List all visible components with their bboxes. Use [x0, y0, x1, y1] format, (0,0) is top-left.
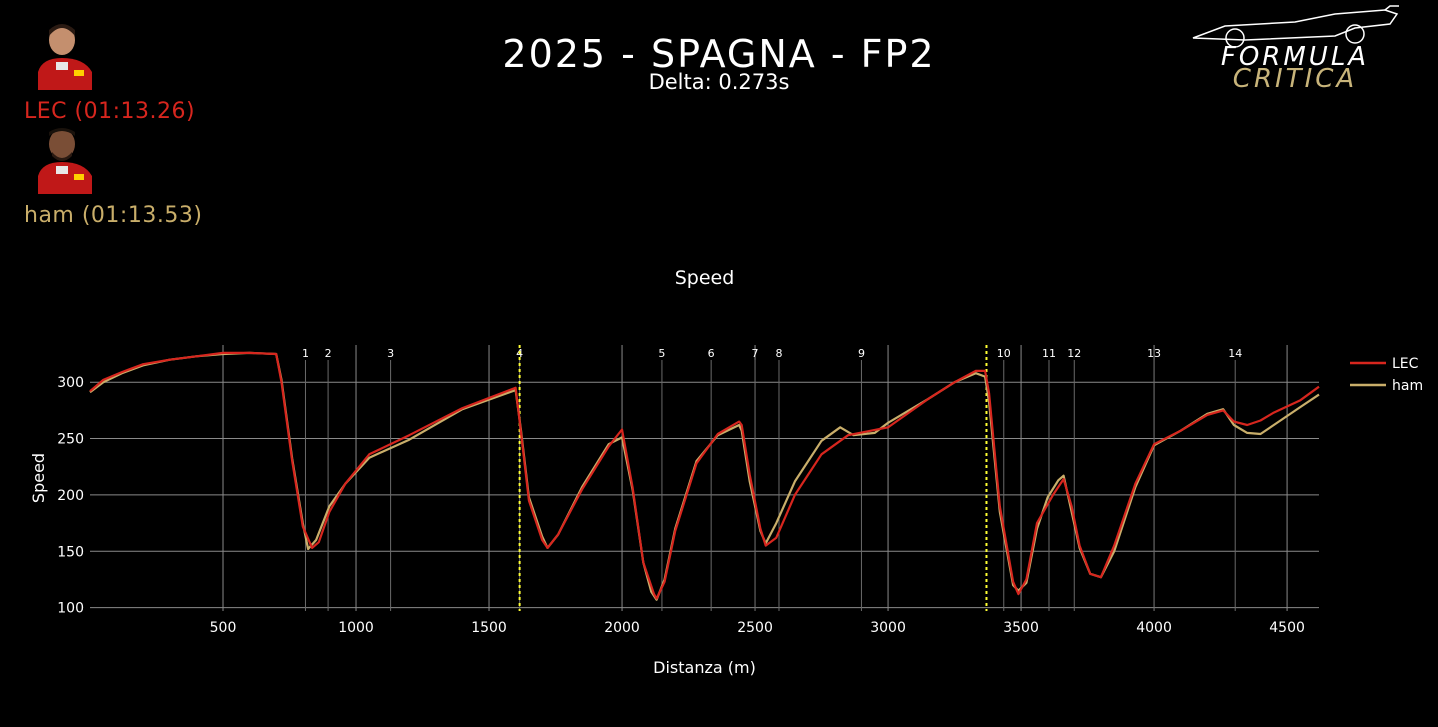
- chart-title: Speed: [675, 267, 735, 289]
- driver-lec-avatar: [34, 18, 92, 90]
- driver-ham-label: ham (01:13.53): [24, 203, 202, 228]
- corner-label: 7: [752, 347, 759, 360]
- driver-lec-text: LEC (01:13.26): [24, 99, 196, 124]
- x-tick-label: 2500: [737, 620, 773, 636]
- corner-label: 11: [1042, 347, 1056, 360]
- x-tick-label: 500: [210, 620, 237, 636]
- x-tick-label: 1000: [338, 620, 374, 636]
- series-line-lec: [89, 351, 1320, 600]
- x-tick-label: 1500: [471, 620, 507, 636]
- corner-label: 6: [708, 347, 715, 360]
- x-tick-label: 4500: [1269, 620, 1305, 636]
- x-tick-label: 2000: [604, 620, 640, 636]
- legend-label-lec: LEC: [1392, 356, 1419, 372]
- driver-ham-avatar: [34, 122, 92, 194]
- chart-main-title: 2025 - SPAGNA - FP2: [502, 32, 936, 76]
- logo-text-critica: CRITICA: [1232, 64, 1358, 94]
- corner-label: 1: [302, 347, 309, 360]
- corner-label: 8: [775, 347, 782, 360]
- corner-label: 12: [1067, 347, 1081, 360]
- y-tick-label: 200: [57, 488, 84, 504]
- driver-lec-label: LEC (01:13.26): [24, 99, 195, 124]
- corner-label: 5: [658, 347, 665, 360]
- y-tick-label: 300: [57, 375, 84, 391]
- y-tick-label: 250: [57, 432, 84, 448]
- corner-label: 3: [387, 347, 394, 360]
- driver-ham-text: ham (01:13.53): [24, 203, 203, 228]
- corner-label: 9: [858, 347, 865, 360]
- x-axis-title: Distanza (m): [653, 658, 756, 677]
- logo-text-formula: FORMULA: [1220, 42, 1370, 72]
- y-axis-title: Speed: [29, 453, 48, 503]
- y-tick-label: 150: [57, 544, 84, 560]
- corner-label: 13: [1147, 347, 1161, 360]
- y-tick-label: 100: [57, 601, 84, 617]
- corner-label: 10: [997, 347, 1011, 360]
- x-tick-label: 3000: [870, 620, 906, 636]
- series-line-ham: [89, 351, 1320, 601]
- corner-label: 2: [325, 347, 332, 360]
- x-tick-label: 3500: [1003, 620, 1039, 636]
- x-tick-label: 4000: [1136, 620, 1172, 636]
- delta-subtitle: Delta: 0.273s: [648, 70, 790, 94]
- corner-label: 14: [1228, 347, 1242, 360]
- legend-label-ham: ham: [1392, 378, 1423, 394]
- race-car-icon: [1192, 5, 1399, 48]
- formula-critica-logo: FORMULA CRITICA: [1185, 4, 1405, 96]
